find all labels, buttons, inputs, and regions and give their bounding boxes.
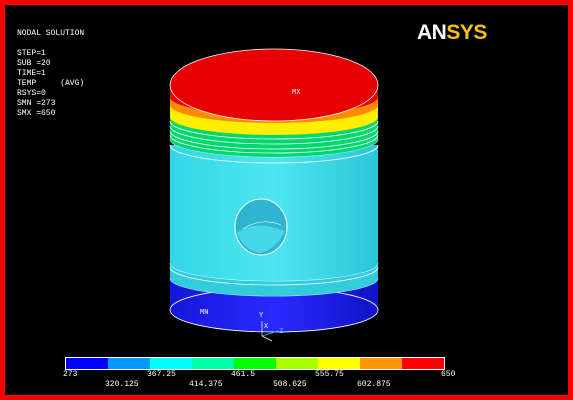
colorbar-segment <box>234 358 276 369</box>
pin-hole-inner <box>237 225 285 253</box>
ring-groove-line <box>169 130 379 150</box>
colorbar-segment <box>402 358 444 369</box>
colorbar-segment <box>360 358 402 369</box>
colorbar-segment <box>318 358 360 369</box>
ansys-logo: ANSYS <box>417 21 487 44</box>
info-line: NODAL SOLUTION <box>17 29 85 38</box>
piston-crown-top <box>169 48 379 122</box>
colorbar-tick-label: 367.25 <box>147 370 176 379</box>
info-line: STEP=1 <box>17 49 46 58</box>
lower-ring-line <box>169 266 379 286</box>
info-line: SMX =650 <box>17 109 56 118</box>
info-line: TEMP (AVG) <box>17 79 85 88</box>
colorbar-segment <box>66 358 108 369</box>
nodal-solution-legend: NODAL SOLUTION STEP=1 SUB =20 TIME=1 TEM… <box>17 29 84 119</box>
ring-groove-line <box>169 134 379 154</box>
min-marker: MN <box>200 309 209 317</box>
axis-z-label: Z <box>279 328 284 336</box>
colorbar-tick-label: 555.75 <box>315 370 344 379</box>
info-line: SMN =273 <box>17 99 56 108</box>
graphics-window[interactable]: NODAL SOLUTION STEP=1 SUB =20 TIME=1 TEM… <box>5 5 568 395</box>
ring-groove-line <box>169 120 379 140</box>
axis-z-line <box>261 330 279 337</box>
colorbar-tick-label: 320.125 <box>105 380 139 389</box>
colorbar-tick-label: 650 <box>441 370 456 379</box>
axis-y-label: Y <box>259 312 264 320</box>
contour-colorbar <box>65 357 445 370</box>
colorbar-tick-label: 602.875 <box>357 380 391 389</box>
pin-hole-contour <box>242 221 282 230</box>
colorbar-tick-label: 414.375 <box>189 380 223 389</box>
colorbar-segment <box>276 358 318 369</box>
ring-groove-line <box>169 125 379 145</box>
ring-groove-line <box>169 144 379 164</box>
colorbar-tick-label: 461.5 <box>231 370 256 379</box>
colorbar-segment <box>192 358 234 369</box>
info-line: RSYS=0 <box>17 89 46 98</box>
info-line: TIME=1 <box>17 69 46 78</box>
piston-contour-model[interactable] <box>5 5 568 395</box>
info-line: SUB =20 <box>17 59 51 68</box>
colorbar-tick-label: 273 <box>63 370 78 379</box>
colorbar-segment <box>150 358 192 369</box>
colorbar-tick-label: 508.625 <box>273 380 307 389</box>
axis-x-line <box>261 335 273 342</box>
colorbar-segment <box>108 358 150 369</box>
max-marker: MX <box>292 89 301 97</box>
axis-x-label: X <box>264 323 269 331</box>
